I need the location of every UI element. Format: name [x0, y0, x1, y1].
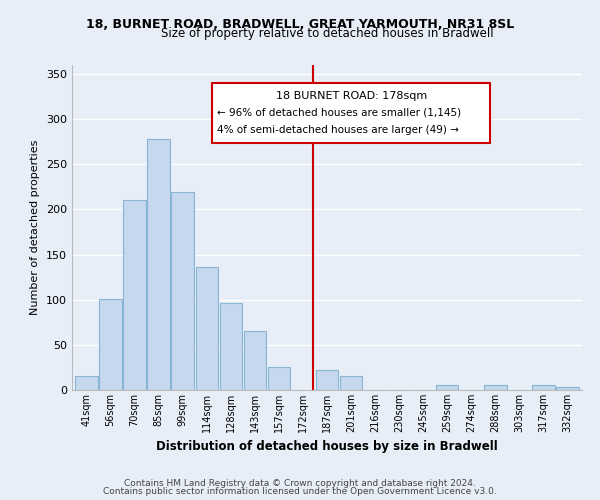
Bar: [556, 388, 579, 390]
Text: 18, BURNET ROAD, BRADWELL, GREAT YARMOUTH, NR31 8SL: 18, BURNET ROAD, BRADWELL, GREAT YARMOUT…: [86, 18, 514, 30]
Bar: [532, 386, 554, 390]
Bar: [172, 192, 194, 390]
Bar: [484, 386, 506, 390]
Bar: [340, 376, 362, 390]
Text: 18 BURNET ROAD: 178sqm: 18 BURNET ROAD: 178sqm: [275, 91, 427, 101]
Bar: [220, 304, 242, 390]
Bar: [124, 200, 146, 390]
Y-axis label: Number of detached properties: Number of detached properties: [31, 140, 40, 315]
FancyBboxPatch shape: [212, 83, 490, 143]
X-axis label: Distribution of detached houses by size in Bradwell: Distribution of detached houses by size …: [156, 440, 498, 454]
Bar: [244, 332, 266, 390]
Bar: [148, 139, 170, 390]
Bar: [316, 370, 338, 390]
Bar: [100, 299, 122, 390]
Bar: [75, 376, 98, 390]
Title: Size of property relative to detached houses in Bradwell: Size of property relative to detached ho…: [161, 27, 493, 40]
Text: ← 96% of detached houses are smaller (1,145): ← 96% of detached houses are smaller (1,…: [217, 107, 461, 117]
Text: 4% of semi-detached houses are larger (49) →: 4% of semi-detached houses are larger (4…: [217, 125, 459, 135]
Bar: [436, 386, 458, 390]
Bar: [268, 368, 290, 390]
Bar: [196, 267, 218, 390]
Text: Contains HM Land Registry data © Crown copyright and database right 2024.: Contains HM Land Registry data © Crown c…: [124, 478, 476, 488]
Text: Contains public sector information licensed under the Open Government Licence v3: Contains public sector information licen…: [103, 487, 497, 496]
